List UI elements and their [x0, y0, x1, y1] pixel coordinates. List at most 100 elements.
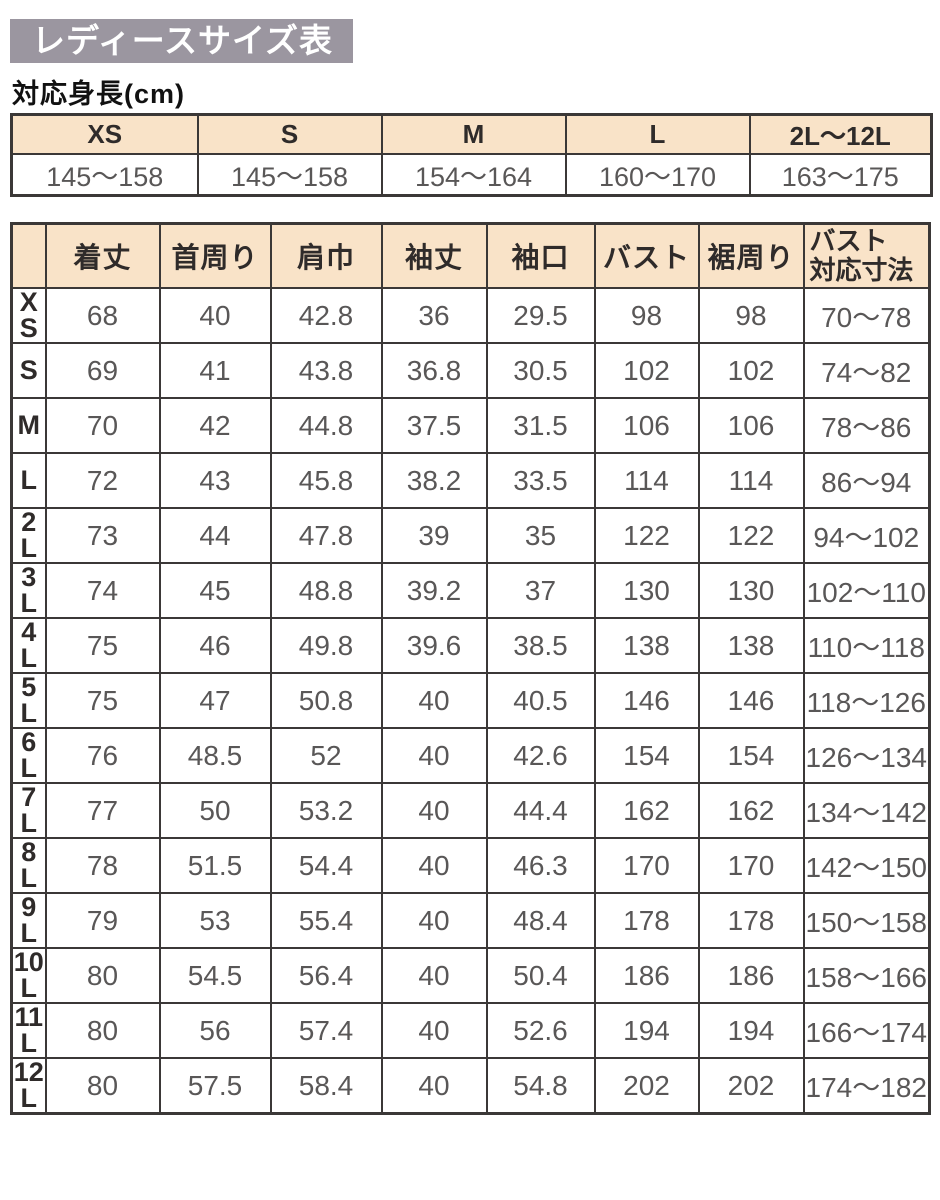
- size-value-cell: 42: [158, 397, 272, 454]
- size-value-cell: 40: [380, 1002, 488, 1059]
- size-value-cell: 178: [593, 892, 700, 949]
- table-row: S 69 41 43.8 36.8 30.5 102 102 74〜82: [10, 342, 931, 399]
- size-value-cell: 44.4: [485, 782, 596, 839]
- size-value-cell: 36: [380, 287, 488, 344]
- size-value-cell: 202: [593, 1057, 700, 1115]
- size-table: 着丈 首周り 肩巾 袖丈 袖口 バスト 裾周り バスト 対応寸法 X S 68 …: [10, 222, 931, 1115]
- table-row: M 70 42 44.8 37.5 31.5 106 106 78〜86: [10, 397, 931, 454]
- table-row: 10 L 80 54.5 56.4 40 50.4 186 186 158〜16…: [10, 947, 931, 1004]
- size-value-cell: 54.8: [485, 1057, 596, 1115]
- size-value-cell: 138: [697, 617, 805, 674]
- col-hem: 裾周り: [697, 222, 805, 289]
- size-value-cell: 40: [158, 287, 272, 344]
- size-value-cell: 76: [44, 727, 161, 784]
- table-row: 9 L 79 53 55.4 40 48.4 178 178 150〜158: [10, 892, 931, 949]
- table-row: 2 L 73 44 47.8 39 35 122 122 94〜102: [10, 507, 931, 564]
- size-value-cell: 78: [44, 837, 161, 894]
- row-size-label: 12 L: [10, 1057, 47, 1115]
- size-value-cell: 52: [269, 727, 383, 784]
- size-value-cell: 57.4: [269, 1002, 383, 1059]
- size-value-cell: 122: [697, 507, 805, 564]
- row-size-label: 7 L: [10, 782, 47, 839]
- size-value-cell: 98: [697, 287, 805, 344]
- size-value-cell: 40.5: [485, 672, 596, 729]
- size-value-cell: 38.5: [485, 617, 596, 674]
- size-value-cell: 42.8: [269, 287, 383, 344]
- size-value-cell: 122: [593, 507, 700, 564]
- size-value-cell: 47: [158, 672, 272, 729]
- size-value-cell: 70: [44, 397, 161, 454]
- size-value-cell: 130: [697, 562, 805, 619]
- height-value-xs: 145〜158: [10, 153, 199, 197]
- size-value-cell: 114: [697, 452, 805, 509]
- size-value-cell: 79: [44, 892, 161, 949]
- size-value-cell: 44.8: [269, 397, 383, 454]
- size-value-cell: 53.2: [269, 782, 383, 839]
- size-value-cell: 52.6: [485, 1002, 596, 1059]
- page-title: レディースサイズ表: [10, 19, 353, 63]
- size-value-cell: 42.6: [485, 727, 596, 784]
- size-value-cell: 29.5: [485, 287, 596, 344]
- size-value-cell: 142〜150: [802, 837, 931, 894]
- size-value-cell: 40: [380, 727, 488, 784]
- table-row: 11 L 80 56 57.4 40 52.6 194 194 166〜174: [10, 1002, 931, 1059]
- height-value-s: 145〜158: [196, 153, 383, 197]
- size-value-cell: 106: [593, 397, 700, 454]
- row-size-label: X S: [10, 287, 47, 344]
- size-value-cell: 35: [485, 507, 596, 564]
- table-row: 8 L 78 51.5 54.4 40 46.3 170 170 142〜150: [10, 837, 931, 894]
- size-value-cell: 74: [44, 562, 161, 619]
- size-value-cell: 40: [380, 672, 488, 729]
- row-size-label: 11 L: [10, 1002, 47, 1059]
- size-value-cell: 154: [697, 727, 805, 784]
- size-value-cell: 126〜134: [802, 727, 931, 784]
- size-value-cell: 80: [44, 1057, 161, 1115]
- size-value-cell: 43: [158, 452, 272, 509]
- size-value-cell: 73: [44, 507, 161, 564]
- size-value-cell: 39: [380, 507, 488, 564]
- size-value-cell: 55.4: [269, 892, 383, 949]
- size-value-cell: 94〜102: [802, 507, 931, 564]
- size-value-cell: 39.2: [380, 562, 488, 619]
- size-value-cell: 53: [158, 892, 272, 949]
- height-col-xs: XS: [10, 113, 199, 155]
- size-value-cell: 38.2: [380, 452, 488, 509]
- table-row: 4 L 75 46 49.8 39.6 38.5 138 138 110〜118: [10, 617, 931, 674]
- size-value-cell: 170: [593, 837, 700, 894]
- size-value-cell: 58.4: [269, 1057, 383, 1115]
- size-value-cell: 54.5: [158, 947, 272, 1004]
- height-col-m: M: [380, 113, 567, 155]
- size-value-cell: 77: [44, 782, 161, 839]
- col-cuff: 袖口: [485, 222, 596, 289]
- size-value-cell: 43.8: [269, 342, 383, 399]
- row-size-label: M: [10, 397, 47, 454]
- size-value-cell: 118〜126: [802, 672, 931, 729]
- size-value-cell: 80: [44, 1002, 161, 1059]
- size-value-cell: 102: [697, 342, 805, 399]
- size-value-cell: 146: [697, 672, 805, 729]
- size-value-cell: 114: [593, 452, 700, 509]
- table-row: 5 L 75 47 50.8 40 40.5 146 146 118〜126: [10, 672, 931, 729]
- size-value-cell: 162: [593, 782, 700, 839]
- size-value-cell: 33.5: [485, 452, 596, 509]
- size-value-cell: 74〜82: [802, 342, 931, 399]
- size-value-cell: 39.6: [380, 617, 488, 674]
- col-shoulder: 肩巾: [269, 222, 383, 289]
- size-value-cell: 31.5: [485, 397, 596, 454]
- size-value-cell: 40: [380, 782, 488, 839]
- size-value-cell: 41: [158, 342, 272, 399]
- size-value-cell: 158〜166: [802, 947, 931, 1004]
- size-value-cell: 49.8: [269, 617, 383, 674]
- size-value-cell: 75: [44, 617, 161, 674]
- size-value-cell: 37: [485, 562, 596, 619]
- size-value-cell: 78〜86: [802, 397, 931, 454]
- size-value-cell: 50.8: [269, 672, 383, 729]
- size-value-cell: 56: [158, 1002, 272, 1059]
- size-value-cell: 57.5: [158, 1057, 272, 1115]
- size-table-header-row: 着丈 首周り 肩巾 袖丈 袖口 バスト 裾周り バスト 対応寸法: [10, 222, 931, 289]
- size-value-cell: 40: [380, 1057, 488, 1115]
- corner-cell: [10, 222, 47, 289]
- height-col-l: L: [564, 113, 751, 155]
- size-value-cell: 40: [380, 892, 488, 949]
- size-value-cell: 154: [593, 727, 700, 784]
